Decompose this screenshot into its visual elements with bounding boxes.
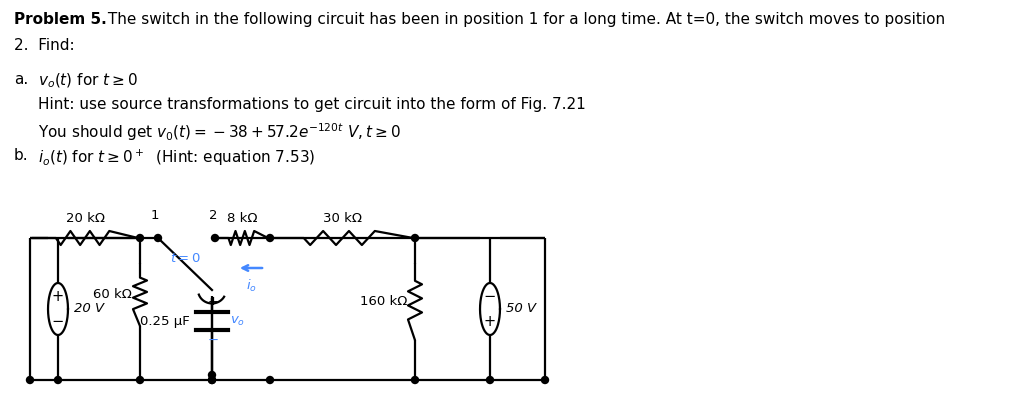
Text: 50 V: 50 V [506, 303, 537, 316]
Text: +: + [484, 314, 496, 329]
Text: −: − [484, 289, 496, 304]
Circle shape [209, 371, 215, 378]
Text: 60 kΩ: 60 kΩ [93, 288, 132, 301]
Text: $t = 0$: $t = 0$ [170, 252, 201, 265]
Circle shape [136, 376, 143, 384]
Circle shape [209, 376, 215, 384]
Circle shape [155, 235, 162, 242]
Circle shape [486, 376, 494, 384]
Text: a.: a. [14, 72, 29, 87]
Text: $i_o$: $i_o$ [246, 278, 256, 294]
Text: 30 kΩ: 30 kΩ [323, 212, 362, 225]
Text: 20 kΩ: 20 kΩ [66, 212, 104, 225]
Text: $v_o$: $v_o$ [230, 314, 245, 327]
Circle shape [412, 235, 419, 242]
Text: $v_o(t)$ for $t \geq 0$: $v_o(t)$ for $t \geq 0$ [38, 72, 138, 90]
Circle shape [266, 376, 273, 384]
Text: −: − [208, 334, 219, 347]
Text: 2.  Find:: 2. Find: [14, 38, 75, 53]
Text: 160 kΩ: 160 kΩ [359, 296, 407, 309]
Text: 20 V: 20 V [74, 303, 104, 316]
Circle shape [266, 235, 273, 242]
Circle shape [27, 376, 34, 384]
Text: The switch in the following circuit has been in position 1 for a long time. At t: The switch in the following circuit has … [103, 12, 945, 27]
Text: You should get $v_0(t) = -38 + 57.2e^{-120t}\ V, t \geq 0$: You should get $v_0(t) = -38 + 57.2e^{-1… [38, 121, 400, 143]
Text: 1: 1 [151, 209, 160, 222]
Text: +: + [52, 289, 65, 304]
Circle shape [542, 376, 549, 384]
Text: $i_o(t)$ for $t \geq 0^+$  (Hint: equation 7.53): $i_o(t)$ for $t \geq 0^+$ (Hint: equatio… [38, 148, 315, 168]
Circle shape [212, 235, 218, 242]
Text: Problem 5.: Problem 5. [14, 12, 106, 27]
Circle shape [54, 376, 61, 384]
Circle shape [209, 376, 215, 384]
Text: 2: 2 [209, 209, 217, 222]
Text: 0.25 μF: 0.25 μF [140, 314, 190, 327]
Circle shape [136, 235, 143, 242]
Text: −: − [52, 314, 65, 329]
Text: Hint: use source transformations to get circuit into the form of Fig. 7.21: Hint: use source transformations to get … [38, 97, 586, 112]
Text: 8 kΩ: 8 kΩ [227, 212, 258, 225]
Text: b.: b. [14, 148, 29, 163]
Text: +: + [208, 295, 219, 308]
Circle shape [412, 376, 419, 384]
